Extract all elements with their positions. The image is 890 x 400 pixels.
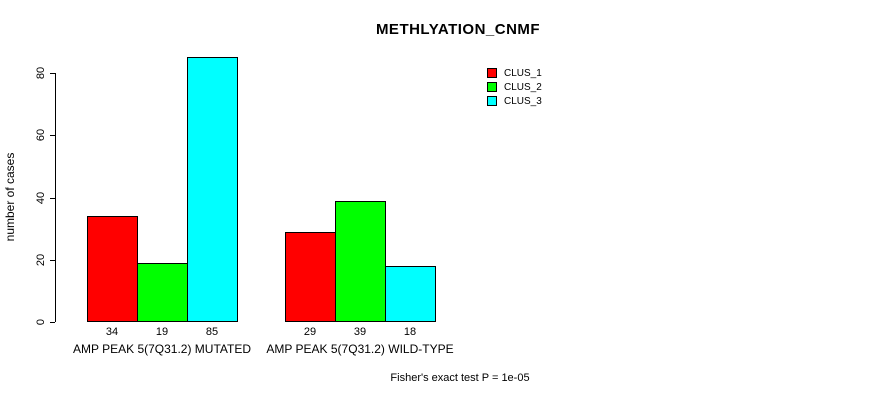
bar-value-label: 34 [105,326,119,338]
legend-swatch-icon [487,96,497,106]
category-label: AMP PEAK 5(7Q31.2) MUTATED [72,342,252,356]
bar-clus_3 [385,265,436,322]
y-axis-tick [50,197,55,199]
bar-value-label: 18 [403,326,417,338]
bar-clus_1 [87,216,138,322]
legend-item: CLUS_3 [487,94,542,108]
y-axis-tick [50,135,55,137]
legend-item: CLUS_2 [487,80,542,94]
y-axis-tick-label: 80 [35,66,47,80]
legend-label: CLUS_3 [504,95,542,107]
y-axis-tick-label: 40 [35,191,47,204]
bar-value-label: 29 [303,326,317,338]
legend-label: CLUS_2 [504,81,542,93]
footnote: Fisher's exact test P = 1e-05 [390,372,530,384]
bar-clus_2 [137,262,188,322]
bar-clus_3 [187,57,238,322]
bar-value-label: 39 [353,326,367,338]
bar-value-label: 19 [155,326,169,338]
category-label: AMP PEAK 5(7Q31.2) WILD-TYPE [266,342,454,356]
y-axis-tick [50,259,55,261]
y-axis-tick [50,73,55,74]
legend-swatch-icon [487,68,497,78]
legend-label: CLUS_1 [504,67,542,79]
y-axis-tick-label: 20 [35,253,47,266]
legend-item: CLUS_1 [487,66,542,80]
legend-swatch-icon [487,82,497,92]
bar-value-label: 85 [205,326,219,338]
y-axis-line [55,73,56,322]
legend: CLUS_1 CLUS_2 CLUS_3 [487,66,542,108]
bar-clus_1 [285,231,336,322]
y-axis-tick-label: 0 [35,318,47,326]
y-axis-tick [50,322,55,323]
bar-clus_2 [335,200,386,322]
y-axis-tick-label: 60 [35,129,47,142]
chart-title: METHLYATION_CNMF [375,21,541,38]
